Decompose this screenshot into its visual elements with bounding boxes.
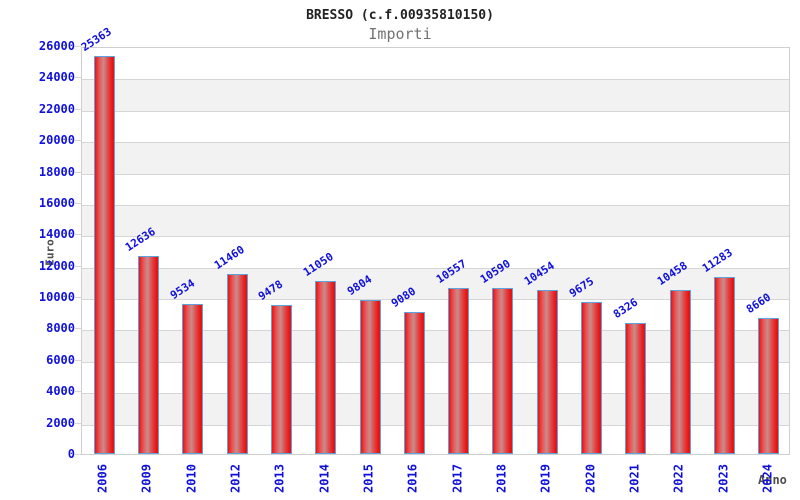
- x-tick-label: 2019: [538, 464, 553, 493]
- y-tick-mark: [75, 265, 81, 267]
- plot-area: [81, 47, 790, 455]
- y-tick-label: 16000: [38, 195, 75, 210]
- y-tick-mark: [75, 297, 81, 299]
- gridline: [82, 299, 789, 301]
- gridline: [82, 330, 789, 332]
- x-tick-label: 2012: [228, 464, 243, 493]
- y-tick-label: 0: [67, 447, 75, 461]
- y-tick-mark: [75, 328, 81, 330]
- x-tick-label: 2021: [627, 464, 642, 493]
- y-tick-mark: [75, 359, 81, 361]
- y-tick-mark: [75, 108, 81, 110]
- x-axis-title: Anno: [758, 473, 787, 487]
- y-tick-label: 14000: [38, 227, 75, 242]
- x-tick-label: 2022: [671, 464, 686, 493]
- y-tick-label: 10000: [38, 290, 75, 305]
- bar-2022: [669, 289, 691, 454]
- x-tick-label: 2015: [361, 464, 376, 493]
- bar-2024: [758, 318, 780, 454]
- x-tick-label: 2013: [272, 464, 287, 493]
- gridline: [82, 424, 789, 426]
- y-tick-mark: [75, 171, 81, 173]
- bar-2017: [448, 288, 470, 454]
- gridline: [82, 236, 789, 238]
- y-tick-label: 24000: [38, 70, 75, 85]
- chart-title: BRESSO (c.f.00935810150): [306, 8, 494, 23]
- x-tick-label: 2018: [494, 464, 509, 493]
- y-tick-mark: [75, 46, 81, 47]
- bar-2021: [625, 323, 647, 454]
- y-tick-label: 22000: [38, 101, 75, 116]
- gridline: [82, 393, 789, 395]
- grid-band: [82, 79, 789, 111]
- chart-subtitle: Importi: [368, 25, 432, 43]
- bar-2010: [182, 304, 204, 454]
- gridline: [82, 110, 789, 112]
- bar-2018: [492, 287, 514, 454]
- grid-band: [82, 204, 789, 237]
- gridline: [82, 361, 789, 363]
- gridline: [82, 173, 789, 175]
- y-tick-mark: [75, 140, 81, 142]
- bar-2020: [581, 302, 603, 454]
- x-tick-label: 2006: [95, 464, 110, 493]
- x-tick-label: 2016: [405, 464, 420, 493]
- bar-2014: [315, 280, 337, 454]
- bar-2015: [359, 300, 381, 454]
- y-tick-mark: [75, 454, 81, 455]
- y-tick-label: 26000: [38, 39, 75, 53]
- y-tick-mark: [75, 422, 81, 424]
- x-tick-label: 2024: [760, 464, 775, 493]
- y-tick-label: 12000: [38, 258, 75, 273]
- gridline: [82, 79, 789, 81]
- y-tick-label: 6000: [46, 352, 75, 367]
- gridline: [82, 142, 789, 144]
- y-tick-mark: [75, 202, 81, 204]
- bar-2019: [536, 289, 558, 454]
- y-tick-label: 20000: [38, 133, 75, 148]
- y-tick-label: 4000: [46, 384, 75, 399]
- x-tick-label: 2017: [450, 464, 465, 493]
- bar-2016: [403, 311, 425, 454]
- bar-2023: [714, 276, 736, 454]
- y-tick-mark: [75, 77, 81, 79]
- bar-2013: [270, 305, 292, 454]
- y-tick-label: 18000: [38, 164, 75, 179]
- bar-2012: [226, 274, 248, 454]
- y-tick-mark: [75, 391, 81, 393]
- y-tick-label: 8000: [46, 321, 75, 336]
- x-tick-label: 2010: [184, 464, 199, 493]
- bar-2006: [93, 56, 115, 454]
- x-tick-label: 2023: [716, 464, 731, 493]
- y-tick-label: 2000: [46, 415, 75, 430]
- gridline: [82, 204, 789, 206]
- gridline: [82, 267, 789, 269]
- x-tick-label: 2009: [139, 464, 154, 493]
- x-tick-label: 2014: [317, 464, 332, 493]
- bar-2009: [137, 255, 159, 454]
- y-tick-mark: [75, 234, 81, 236]
- grid-band: [82, 142, 789, 174]
- x-tick-label: 2020: [583, 464, 598, 493]
